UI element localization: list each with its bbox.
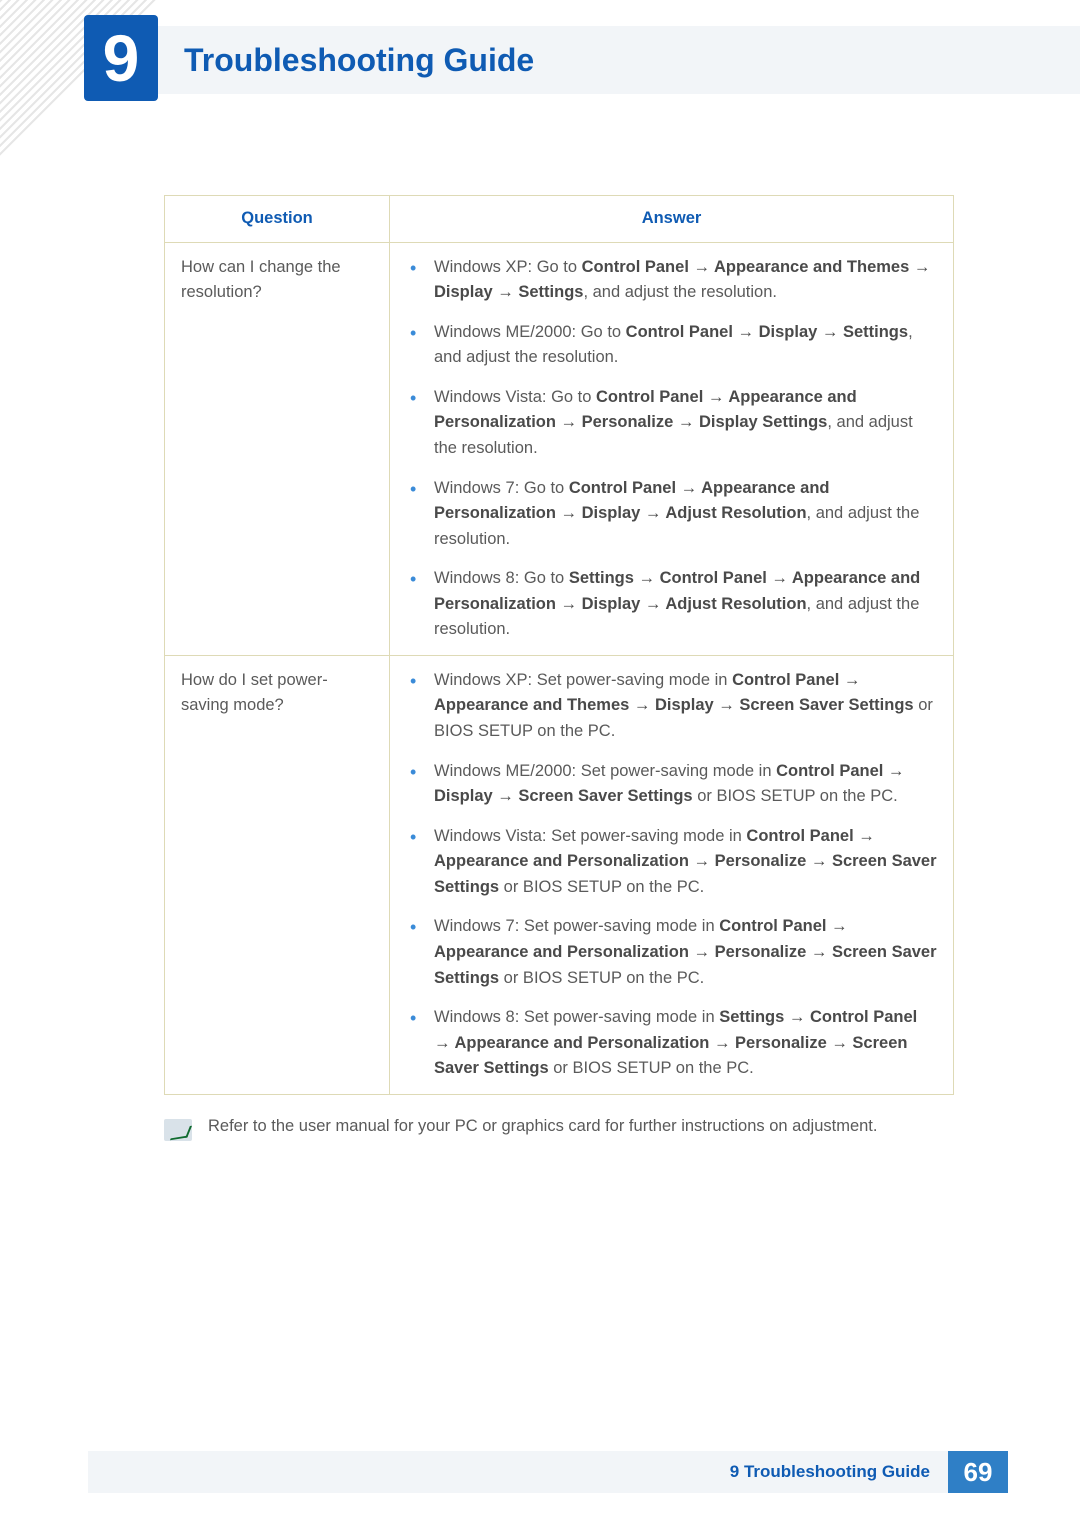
qa-table: Question Answer How can I change the res… — [164, 195, 954, 1095]
main-content: Question Answer How can I change the res… — [164, 195, 954, 1141]
answer-prefix: Windows 8: Set power-saving mode in — [434, 1008, 719, 1026]
note-icon — [164, 1119, 192, 1141]
answer-list: Windows XP: Set power-saving mode in Con… — [406, 668, 937, 1082]
col-header-question: Question — [165, 196, 390, 243]
answer-item: Windows XP: Go to Control Panel → Appear… — [406, 255, 937, 306]
answer-prefix: Windows 8: Go to — [434, 569, 569, 587]
question-cell: How can I change the resolution? — [165, 242, 390, 655]
answer-cell: Windows XP: Go to Control Panel → Appear… — [390, 242, 954, 655]
table-row: How can I change the resolution?Windows … — [165, 242, 954, 655]
answer-suffix: or BIOS SETUP on the PC. — [499, 969, 704, 987]
col-header-answer: Answer — [390, 196, 954, 243]
answer-prefix: Windows 7: Set power-saving mode in — [434, 917, 719, 935]
answer-item: Windows ME/2000: Set power-saving mode i… — [406, 759, 937, 810]
answer-item: Windows ME/2000: Go to Control Panel → D… — [406, 320, 937, 371]
answer-prefix: Windows Vista: Set power-saving mode in — [434, 827, 746, 845]
answer-item: Windows 8: Set power-saving mode in Sett… — [406, 1005, 937, 1082]
answer-path: Control Panel → Display → Settings — [626, 323, 908, 341]
chapter-number-badge: 9 — [84, 15, 158, 101]
footnote: Refer to the user manual for your PC or … — [164, 1117, 954, 1141]
chapter-title: Troubleshooting Guide — [184, 42, 534, 79]
answer-suffix: or BIOS SETUP on the PC. — [549, 1059, 754, 1077]
answer-prefix: Windows XP: Set power-saving mode in — [434, 671, 732, 689]
answer-prefix: Windows 7: Go to — [434, 479, 569, 497]
answer-cell: Windows XP: Set power-saving mode in Con… — [390, 655, 954, 1094]
answer-suffix: , and adjust the resolution. — [583, 283, 777, 301]
footer-page-number: 69 — [948, 1451, 1008, 1493]
answer-list: Windows XP: Go to Control Panel → Appear… — [406, 255, 937, 643]
question-cell: How do I set power-saving mode? — [165, 655, 390, 1094]
answer-prefix: Windows ME/2000: Go to — [434, 323, 626, 341]
answer-suffix: or BIOS SETUP on the PC. — [499, 878, 704, 896]
answer-prefix: Windows Vista: Go to — [434, 388, 596, 406]
answer-item: Windows 7: Set power-saving mode in Cont… — [406, 914, 937, 991]
answer-item: Windows 8: Go to Settings → Control Pane… — [406, 566, 937, 643]
answer-prefix: Windows ME/2000: Set power-saving mode i… — [434, 762, 776, 780]
answer-item: Windows Vista: Set power-saving mode in … — [406, 824, 937, 901]
chapter-header: 9 Troubleshooting Guide — [88, 26, 1080, 94]
answer-prefix: Windows XP: Go to — [434, 258, 582, 276]
footer-section-label: 9 Troubleshooting Guide — [730, 1462, 930, 1482]
page-footer: 9 Troubleshooting Guide 69 — [88, 1451, 1008, 1493]
answer-suffix: or BIOS SETUP on the PC. — [693, 787, 898, 805]
footnote-text: Refer to the user manual for your PC or … — [208, 1117, 877, 1136]
answer-item: Windows Vista: Go to Control Panel → App… — [406, 385, 937, 462]
table-row: How do I set power-saving mode?Windows X… — [165, 655, 954, 1094]
answer-item: Windows 7: Go to Control Panel → Appeara… — [406, 476, 937, 553]
answer-item: Windows XP: Set power-saving mode in Con… — [406, 668, 937, 745]
